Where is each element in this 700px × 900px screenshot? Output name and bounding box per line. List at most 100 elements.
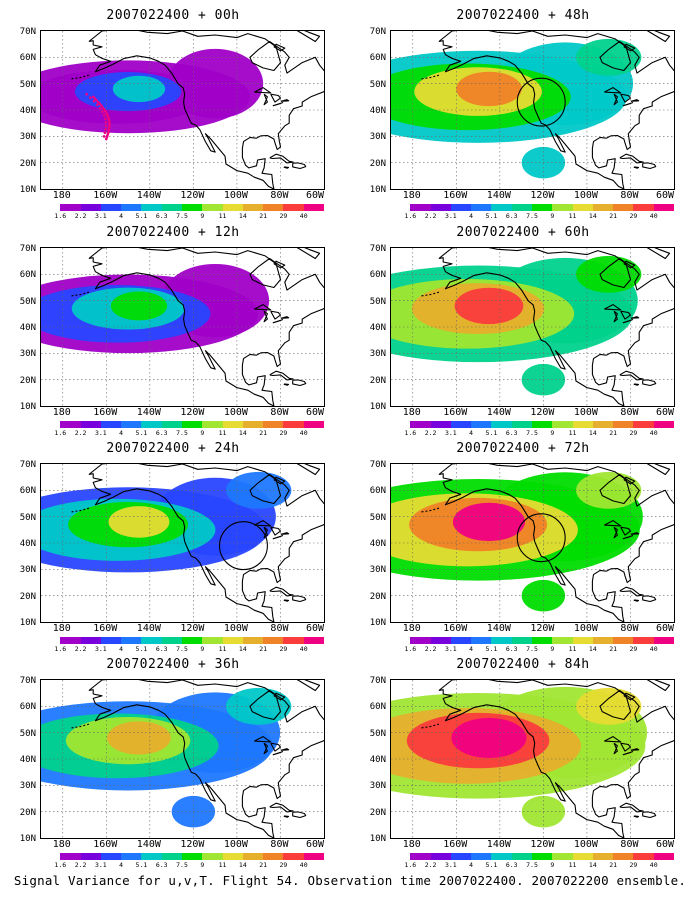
colorbar-label: 14 xyxy=(588,429,597,437)
colorbar-swatch xyxy=(613,204,634,211)
colorbar-label: 5.1 xyxy=(485,645,498,653)
colorbar-swatch xyxy=(592,853,614,860)
longitude-label: 100W xyxy=(223,839,248,850)
graticule xyxy=(391,680,674,838)
coastline xyxy=(438,31,674,189)
colorbar-swatch xyxy=(390,853,411,860)
variance-contours xyxy=(41,48,264,134)
colorbar-swatch xyxy=(531,421,553,428)
colorbar-label: 40 xyxy=(299,645,308,653)
colorbar-label: 7.5 xyxy=(176,861,188,869)
colorbar-label: 1.6 xyxy=(54,645,67,653)
colorbar-swatch xyxy=(263,421,284,428)
coastline xyxy=(623,43,636,52)
longitude-label: 100W xyxy=(223,190,248,201)
longitude-label: 180 xyxy=(402,623,421,634)
longitude-label: 180 xyxy=(402,190,421,201)
great-lake xyxy=(272,319,284,324)
latitude-label: 20N xyxy=(19,591,36,602)
latitude-label: 60N xyxy=(369,702,386,713)
colorbar-swatch xyxy=(100,204,122,211)
coastline xyxy=(438,248,674,406)
colorbar-label: 21 xyxy=(259,429,268,437)
colorbar-swatch xyxy=(613,421,634,428)
colorbar-label: 7.5 xyxy=(526,645,538,653)
figure-caption: Signal Variance for u,v,T. Flight 54. Ob… xyxy=(13,873,687,888)
observation-point xyxy=(96,100,100,104)
colorbar-swatch xyxy=(410,853,431,860)
colorbar-swatch xyxy=(222,204,243,211)
colorbar-label: 4 xyxy=(469,212,474,220)
colorbar-label: 14 xyxy=(238,645,247,653)
variance-band xyxy=(451,717,527,758)
colorbar-label: 9 xyxy=(550,429,555,437)
colorbar-swatch xyxy=(303,637,324,644)
coastline xyxy=(642,379,657,387)
panel-title: 2007022400 + 24h xyxy=(106,441,240,456)
colorbar-label: 5.1 xyxy=(135,861,148,869)
colorbar-swatch xyxy=(552,637,573,644)
colorbar-label: 7.5 xyxy=(176,645,188,653)
great-lake xyxy=(622,319,634,324)
graticule xyxy=(41,680,324,838)
coastline xyxy=(642,595,657,603)
coastline xyxy=(88,464,324,622)
great-lake xyxy=(280,748,290,751)
colorbar-label: 14 xyxy=(588,645,597,653)
observation-point xyxy=(92,99,96,103)
latitude-label: 20N xyxy=(369,807,386,818)
colorbar-labels: 1.6 2.2 3.1 4 5.1 6.3 7.5 9 11 14 21 29 40 xyxy=(40,861,324,871)
longitude-label: 100W xyxy=(573,190,598,201)
observation-point xyxy=(102,135,106,138)
colorbar-swatch xyxy=(511,204,532,211)
graticule xyxy=(391,248,674,406)
coastline xyxy=(283,383,290,386)
variance-contours xyxy=(391,255,642,396)
longitude-label: 140W xyxy=(136,407,161,418)
variance-contours xyxy=(391,38,642,179)
colorbar-swatch xyxy=(202,637,223,644)
colorbar-label: 29 xyxy=(279,429,288,437)
latitude-label: 70N xyxy=(19,244,36,254)
colorbar-label: 1.6 xyxy=(404,429,417,437)
colorbar-swatch xyxy=(491,853,512,860)
aleutian-islands xyxy=(71,291,90,297)
coastline xyxy=(273,476,286,485)
graticule xyxy=(41,464,324,622)
colorbar-swatch xyxy=(181,637,203,644)
latitude-label: 40N xyxy=(19,755,36,765)
coastline xyxy=(296,464,321,476)
variance-contours xyxy=(41,687,292,828)
longitude-label: 180 xyxy=(52,190,71,201)
latitude-label: 10N xyxy=(369,834,386,844)
observation-point xyxy=(102,113,106,117)
latitude-label: 20N xyxy=(369,591,386,602)
colorbar-swatch xyxy=(511,853,532,860)
colorbar-label: 5.1 xyxy=(485,212,498,220)
colorbar-swatch xyxy=(181,421,203,428)
colorbar-label: 9 xyxy=(550,645,555,653)
colorbar-label: 2.2 xyxy=(74,861,87,869)
great-lake xyxy=(263,742,268,755)
longitude-label: 100W xyxy=(223,407,248,418)
colorbar-label: 1.6 xyxy=(404,861,417,869)
longitude-label: 80W xyxy=(620,407,639,418)
colorbar-swatch xyxy=(430,637,451,644)
great-lake xyxy=(280,316,290,319)
coastline xyxy=(619,586,644,597)
colorbar-swatch xyxy=(410,421,431,428)
colorbar-swatch xyxy=(430,204,451,211)
great-lake xyxy=(272,102,284,107)
colorbar-swatch xyxy=(161,637,182,644)
colorbar-swatch xyxy=(410,204,431,211)
aleutian-islands xyxy=(421,507,440,513)
aleutian-islands xyxy=(421,74,440,80)
longitude-label: 60W xyxy=(305,623,325,634)
longitude-label: 160W xyxy=(93,190,118,201)
longitude-label: 140W xyxy=(486,407,511,418)
latitude-label: 70N xyxy=(19,676,36,686)
coastline xyxy=(646,248,671,260)
latitude-axis: 70N 60N 50N 40N 30N 20N 10N xyxy=(358,460,388,628)
variance-band xyxy=(456,71,522,107)
colorbar-label: 14 xyxy=(238,861,247,869)
